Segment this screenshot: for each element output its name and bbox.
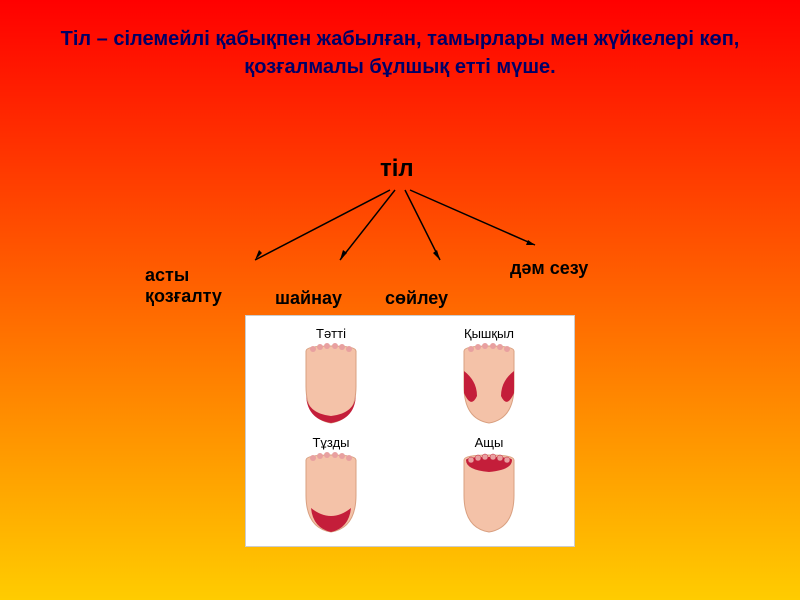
branch-chew: шайнау <box>275 288 342 309</box>
tongue-salty: Тұзды <box>254 433 408 538</box>
bitter-label: Ащы <box>475 435 504 450</box>
tongue-bitter: Ащы <box>412 433 566 538</box>
sweet-label: Тәтті <box>316 326 346 341</box>
center-concept: тіл <box>380 155 414 183</box>
page-title: Тіл – сілемейлі қабықпен жабылған, тамыр… <box>0 0 800 91</box>
branch-speak: сөйлеу <box>385 288 448 309</box>
salty-label: Тұзды <box>312 435 349 450</box>
taste-diagram: Тәтті Қышқыл Тұзды <box>245 315 575 547</box>
branch-taste: дәм сезу <box>510 258 588 279</box>
tongue-sweet: Тәтті <box>254 324 408 429</box>
branch-move-food: асты қозғалту <box>145 265 255 307</box>
sour-label: Қышқыл <box>464 326 514 341</box>
concept-arrows <box>250 185 550 265</box>
tongue-sour: Қышқыл <box>412 324 566 429</box>
